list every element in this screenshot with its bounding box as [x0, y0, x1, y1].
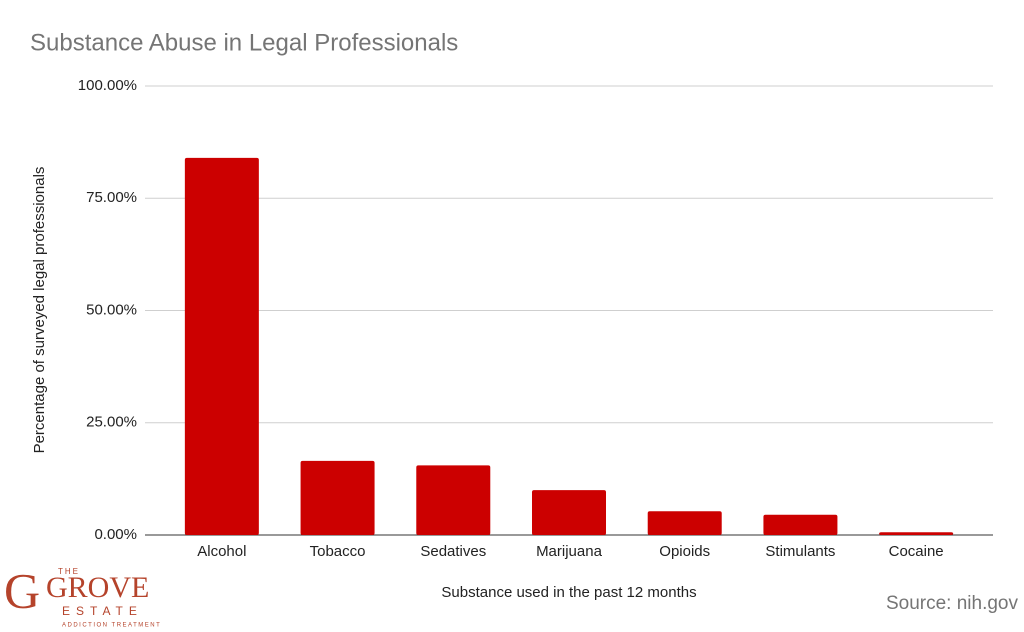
- x-tick-label: Marijuana: [536, 543, 603, 560]
- bar: [763, 514, 838, 535]
- y-tick-label: 75.00%: [86, 189, 137, 206]
- bar: [532, 490, 606, 535]
- chart-title: Substance Abuse in Legal Professionals: [30, 29, 458, 56]
- logo-top: THE: [58, 567, 80, 576]
- x-tick-label: Tobacco: [310, 543, 366, 560]
- source-note: Source: nih.gov: [886, 593, 1019, 614]
- y-tick-label: 25.00%: [86, 414, 137, 431]
- x-tick-label: Alcohol: [197, 543, 246, 560]
- bar: [416, 465, 491, 535]
- x-axis-title: Substance used in the past 12 months: [441, 584, 696, 601]
- bar: [879, 532, 954, 535]
- bar: [647, 511, 722, 535]
- x-tick-label: Sedatives: [420, 543, 486, 560]
- y-axis-title: Percentage of surveyed legal professiona…: [31, 167, 48, 454]
- x-tick-label: Cocaine: [889, 543, 944, 560]
- bar: [184, 157, 259, 535]
- logo-main: GROVE: [46, 571, 149, 604]
- x-tick-label: Opioids: [659, 543, 710, 560]
- y-tick-label: 0.00%: [94, 526, 137, 543]
- bar: [300, 460, 375, 535]
- y-tick-label: 50.00%: [86, 301, 137, 318]
- logo: G THE GROVE ESTATE ADDICTION TREATMENT: [4, 562, 161, 629]
- logo-initial: G: [4, 562, 40, 618]
- logo-tagline: ADDICTION TREATMENT: [62, 623, 161, 629]
- logo-sub: ESTATE: [62, 604, 143, 618]
- x-tick-label: Stimulants: [765, 543, 835, 560]
- y-tick-label: 100.00%: [78, 77, 137, 94]
